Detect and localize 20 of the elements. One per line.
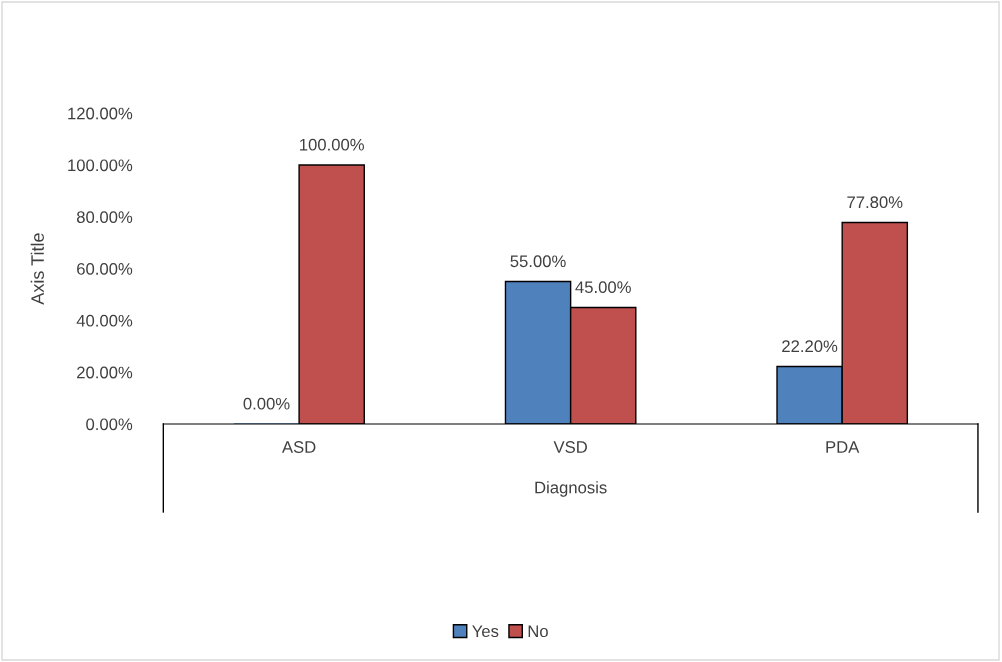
x-tick-label: PDA	[826, 441, 860, 453]
x-axis-title: Diagnosis	[535, 481, 607, 497]
data-label: 22.20%	[782, 340, 838, 353]
legend-label: Yes	[472, 625, 499, 638]
y-tick-label: 20.00%	[77, 366, 133, 379]
legend-label: No	[528, 625, 548, 638]
y-axis-title: Axis Title	[30, 233, 44, 305]
data-label: 45.00%	[575, 281, 631, 294]
y-tick-label: 100.00%	[68, 159, 133, 172]
y-tick-label: 80.00%	[76, 211, 133, 224]
x-tick-label: VSD	[553, 441, 587, 453]
y-tick-label: 120.00%	[68, 107, 133, 120]
y-tick-label: 0.00%	[86, 418, 133, 431]
y-tick-label: 40.00%	[76, 314, 133, 327]
data-label: 55.00%	[510, 255, 566, 268]
y-tick-label: 60.00%	[77, 263, 133, 275]
data-label: 100.00%	[300, 138, 364, 151]
data-label: 0.00%	[243, 397, 290, 410]
x-tick-label: ASD	[282, 441, 316, 453]
data-label: 77.80%	[847, 196, 903, 209]
